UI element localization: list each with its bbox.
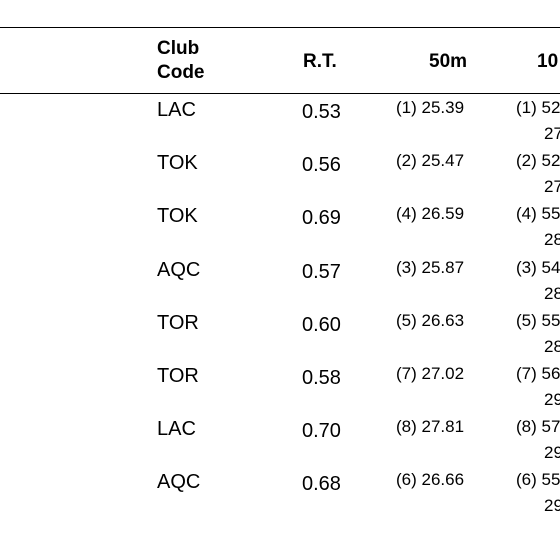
- club-code-cell: TOR: [157, 311, 199, 334]
- club-code-cell: LAC: [157, 418, 196, 441]
- split-100m-second-line-cell: 28: [544, 336, 560, 356]
- table-row: TOK 0.56 (2) 25.47 (2) 52 27: [0, 151, 560, 204]
- table-row: LAC 0.70 (8) 27.81 (8) 57 29: [0, 417, 560, 470]
- table-row: TOR 0.60 (5) 26.63 (5) 55 28: [0, 311, 560, 364]
- split-100m-cell: (2) 52: [516, 151, 560, 171]
- split-100m-second-line-cell: 29: [544, 443, 560, 463]
- table-row: TOK 0.69 (4) 26.59 (4) 55 28: [0, 204, 560, 257]
- split-100m-cell: (6) 55: [516, 470, 560, 490]
- reaction-time-cell: 0.58: [302, 367, 341, 389]
- header-reaction-time: R.T.: [303, 51, 337, 72]
- split-50m-cell: (6) 26.66: [396, 470, 465, 490]
- reaction-time-cell: 0.68: [302, 473, 341, 496]
- split-100m-cell: (3) 54: [516, 257, 560, 277]
- table-row: TOR 0.58 (7) 27.02 (7) 56 29: [0, 364, 560, 417]
- header-club-code: Club Code: [157, 37, 205, 85]
- club-code-cell: TOR: [157, 365, 199, 387]
- split-50m-cell: (8) 27.81: [396, 417, 465, 437]
- split-50m-cell: (1) 25.39: [396, 98, 465, 117]
- split-100m-second-line-cell: 29: [544, 496, 560, 516]
- split-100m-second-line-cell: 27: [544, 177, 560, 197]
- reaction-time-cell: 0.70: [302, 420, 341, 443]
- reaction-time-cell: 0.60: [302, 313, 341, 336]
- split-50m-cell: (2) 25.47: [396, 151, 465, 171]
- club-code-cell: TOK: [157, 205, 198, 228]
- split-100m-cell: (5) 55: [516, 310, 560, 330]
- header-split-100m: 10: [537, 51, 559, 72]
- header-bottom-rule: [0, 93, 560, 94]
- split-50m-cell: (5) 26.63: [396, 310, 465, 330]
- club-code-cell: TOK: [157, 152, 198, 175]
- split-100m-second-line-cell: 27: [544, 124, 560, 143]
- split-100m-second-line-cell: 29: [544, 390, 560, 409]
- table-row: AQC 0.57 (3) 25.87 (3) 54 28: [0, 258, 560, 311]
- table-row: LAC 0.53 (1) 25.39 (1) 52 27: [0, 98, 560, 151]
- split-50m-cell: (3) 25.87: [396, 257, 465, 277]
- reaction-time-cell: 0.53: [302, 101, 341, 123]
- table-row: AQC 0.68 (6) 26.66 (6) 55 29: [0, 470, 560, 523]
- reaction-time-cell: 0.57: [302, 260, 341, 283]
- club-code-cell: AQC: [157, 258, 201, 281]
- split-50m-cell: (4) 26.59: [396, 204, 465, 224]
- table-top-rule: [0, 27, 560, 28]
- reaction-time-cell: 0.69: [302, 207, 341, 230]
- split-100m-second-line-cell: 28: [544, 230, 560, 250]
- header-club-line2: Code: [157, 62, 205, 83]
- club-code-cell: LAC: [157, 99, 196, 121]
- header-club-line1: Club: [157, 38, 200, 59]
- split-100m-cell: (8) 57: [516, 417, 560, 437]
- split-100m-cell: (7) 56: [516, 364, 560, 383]
- reaction-time-cell: 0.56: [302, 154, 341, 177]
- split-50m-cell: (7) 27.02: [396, 364, 465, 383]
- split-100m-second-line-cell: 28: [544, 283, 560, 303]
- club-code-cell: AQC: [157, 471, 201, 494]
- header-split-50m: 50m: [429, 51, 468, 72]
- split-100m-cell: (1) 52: [516, 98, 560, 117]
- split-100m-cell: (4) 55: [516, 204, 560, 224]
